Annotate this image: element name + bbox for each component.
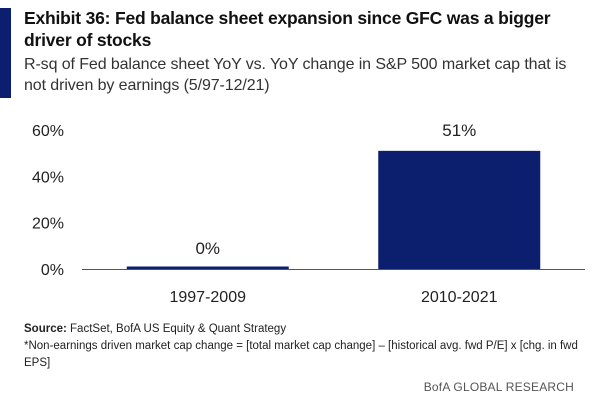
y-tick-label: 0% (41, 262, 64, 279)
y-tick-label: 60% (32, 123, 64, 140)
bar-chart: 0% 20% 40% 60% 0% 1997-2009 51% 2010-2021 (32, 121, 585, 306)
source-label: Source: (24, 323, 67, 335)
exhibit-subtitle: R-sq of Fed balance sheet YoY vs. YoY ch… (24, 56, 567, 94)
bar-2010-2021 (378, 150, 541, 269)
x-tick-label: 1997-2009 (169, 289, 246, 306)
footnote-definition: *Non-earnings driven market cap change =… (24, 340, 578, 369)
x-tick-label: 2010-2021 (421, 289, 498, 306)
data-label: 0% (195, 239, 220, 258)
y-tick-label: 20% (32, 216, 64, 233)
source-text: FactSet, BofA US Equity & Quant Strategy (70, 323, 287, 335)
accent-bar (0, 8, 11, 98)
exhibit-title: Exhibit 36: Fed balance sheet expansion … (24, 8, 551, 50)
source-line: Source: FactSet, BofA US Equity & Quant … (24, 321, 584, 338)
brand-logo-text: BofA GLOBAL RESEARCH (423, 380, 574, 394)
data-label: 51% (442, 121, 476, 140)
bar-1997-2009 (126, 266, 289, 269)
y-tick-label: 40% (32, 169, 64, 186)
footnotes: Source: FactSet, BofA US Equity & Quant … (24, 321, 584, 372)
